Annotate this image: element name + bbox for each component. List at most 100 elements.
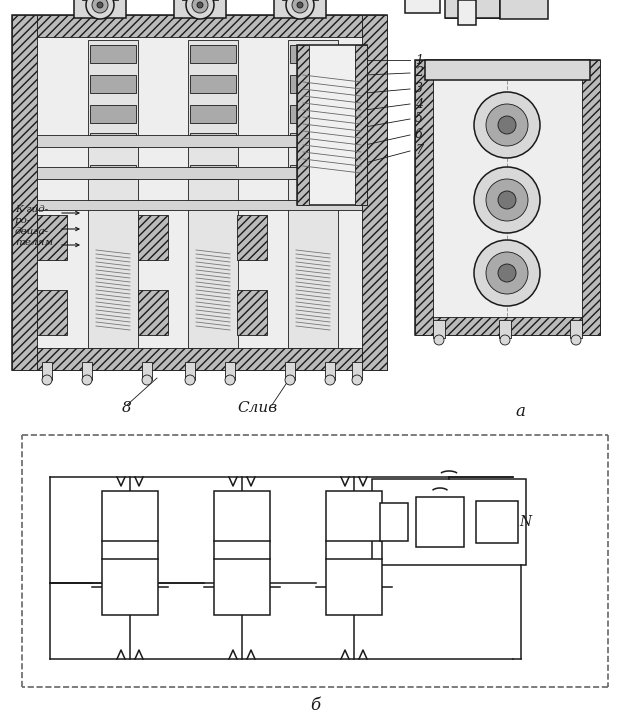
Text: 1: 1 <box>415 54 423 67</box>
Bar <box>90 105 136 123</box>
Circle shape <box>92 0 108 13</box>
Text: 3: 3 <box>415 83 423 95</box>
Bar <box>37 15 362 37</box>
Bar <box>88 40 138 348</box>
Bar <box>138 215 168 260</box>
Bar <box>74 0 126 18</box>
Circle shape <box>86 0 114 19</box>
Circle shape <box>474 167 540 233</box>
Bar <box>445 0 500 18</box>
Bar <box>37 200 362 210</box>
Circle shape <box>192 0 208 13</box>
Text: К гид-
ро-
двига-
телям: К гид- ро- двига- телям <box>15 205 53 247</box>
Bar <box>285 362 295 380</box>
Bar <box>433 320 445 338</box>
Text: N: N <box>519 515 531 529</box>
Bar <box>37 215 67 260</box>
Bar <box>290 165 336 179</box>
Bar <box>190 165 236 179</box>
Bar <box>325 362 335 380</box>
Bar <box>326 491 382 541</box>
Bar <box>12 15 387 370</box>
Circle shape <box>82 375 92 385</box>
Circle shape <box>486 252 528 294</box>
Bar <box>102 491 158 541</box>
Bar <box>297 45 309 205</box>
Bar <box>37 290 67 335</box>
Bar <box>445 0 500 18</box>
Bar <box>274 0 326 18</box>
Bar <box>290 105 336 123</box>
Bar <box>499 320 511 338</box>
Circle shape <box>498 191 516 209</box>
Bar <box>372 479 526 565</box>
Circle shape <box>498 116 516 134</box>
Circle shape <box>225 375 235 385</box>
Circle shape <box>197 2 203 8</box>
Circle shape <box>571 335 581 345</box>
Bar <box>416 497 464 547</box>
Bar <box>355 45 367 205</box>
Bar <box>352 362 362 380</box>
Text: 5: 5 <box>415 113 423 126</box>
Bar <box>433 317 582 335</box>
Bar <box>188 40 238 348</box>
Circle shape <box>474 92 540 158</box>
Bar <box>237 290 267 335</box>
Bar <box>225 362 235 380</box>
Bar <box>185 362 195 380</box>
Bar <box>190 45 236 63</box>
Bar <box>90 165 136 179</box>
Bar <box>82 362 92 380</box>
Bar <box>290 133 336 147</box>
Circle shape <box>500 335 510 345</box>
Bar <box>90 133 136 147</box>
Bar <box>174 0 226 18</box>
Circle shape <box>486 179 528 221</box>
Bar <box>190 133 236 147</box>
Circle shape <box>185 375 195 385</box>
Text: б: б <box>310 696 320 714</box>
Text: 8: 8 <box>122 401 132 415</box>
Bar <box>290 75 336 93</box>
Text: 2: 2 <box>415 67 423 80</box>
Bar <box>425 60 590 80</box>
Circle shape <box>352 375 362 385</box>
Text: Слив: Слив <box>237 401 277 415</box>
Circle shape <box>498 264 516 282</box>
Bar <box>37 135 362 147</box>
Bar <box>415 60 433 335</box>
Bar <box>237 215 267 260</box>
Bar <box>214 491 270 541</box>
Bar <box>570 320 582 338</box>
Bar <box>138 290 168 335</box>
Circle shape <box>292 0 308 13</box>
Bar <box>458 0 476 25</box>
Circle shape <box>286 0 314 19</box>
Text: 6: 6 <box>415 129 423 141</box>
Text: а: а <box>515 404 525 421</box>
Bar <box>42 362 52 380</box>
Circle shape <box>325 375 335 385</box>
Bar <box>142 362 152 380</box>
Circle shape <box>285 375 295 385</box>
Circle shape <box>474 240 540 306</box>
Text: 4: 4 <box>415 98 423 111</box>
Bar <box>582 60 600 335</box>
Bar <box>415 60 600 335</box>
Circle shape <box>486 104 528 146</box>
Bar <box>214 559 270 615</box>
Bar <box>37 348 362 370</box>
Text: 7: 7 <box>415 144 423 157</box>
Bar <box>190 105 236 123</box>
Circle shape <box>42 375 52 385</box>
Bar <box>405 0 440 13</box>
Circle shape <box>434 335 444 345</box>
Bar <box>380 503 408 541</box>
Bar <box>190 75 236 93</box>
Bar <box>362 15 387 370</box>
Bar <box>90 45 136 63</box>
Bar <box>37 167 362 179</box>
Bar <box>326 559 382 615</box>
Circle shape <box>142 375 152 385</box>
